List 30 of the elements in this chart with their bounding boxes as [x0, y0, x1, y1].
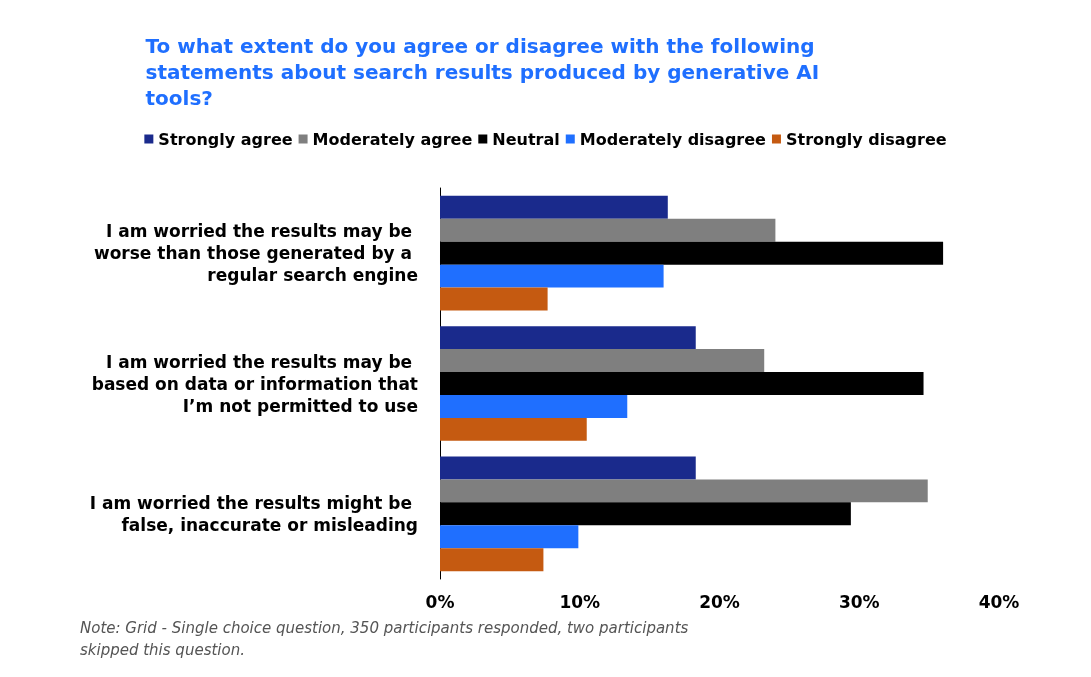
x-tick-label: 20%: [699, 591, 740, 612]
chart-title: To what extent do you agree or disagree with the following statements about search results produced by generative AI tools?: [145, 34, 827, 110]
bar: [440, 394, 628, 418]
bar: [440, 525, 579, 549]
bar: [440, 264, 664, 288]
x-tick-label: 40%: [978, 591, 1020, 612]
bar: [440, 195, 668, 219]
bar: [440, 456, 696, 480]
legend-label: Neutral: [492, 129, 560, 149]
bar: [440, 372, 924, 395]
bar: [440, 326, 696, 350]
legend-label: Strongly disagree: [785, 129, 947, 149]
bar: [440, 479, 928, 503]
bar: [440, 417, 587, 441]
x-tick-label: 10%: [559, 591, 601, 612]
y-tick-label: I am worried the results may be worse than those generated by a regular search engine: [93, 221, 418, 286]
bar: [440, 218, 776, 242]
y-tick-label: I am worried the results may be based on data or information that I’m not permitted to use: [91, 351, 418, 416]
legend-label: Moderately agree: [312, 129, 473, 149]
x-tick-label: 0%: [425, 591, 455, 612]
legend-label: Strongly agree: [158, 129, 293, 149]
x-tick-label: 30%: [838, 591, 880, 612]
legend-label: Moderately disagree: [579, 129, 767, 149]
bar: [440, 502, 851, 526]
bar: [440, 548, 544, 572]
bar: [440, 287, 548, 311]
text: Note: Grid - Single choice question, 350 participants responded, two participants skipped this question.: [80, 619, 694, 659]
y-tick-label: I am worried the results might be false, inaccurate or misleading: [89, 492, 418, 535]
bar: [440, 349, 765, 373]
bar: [440, 241, 944, 265]
